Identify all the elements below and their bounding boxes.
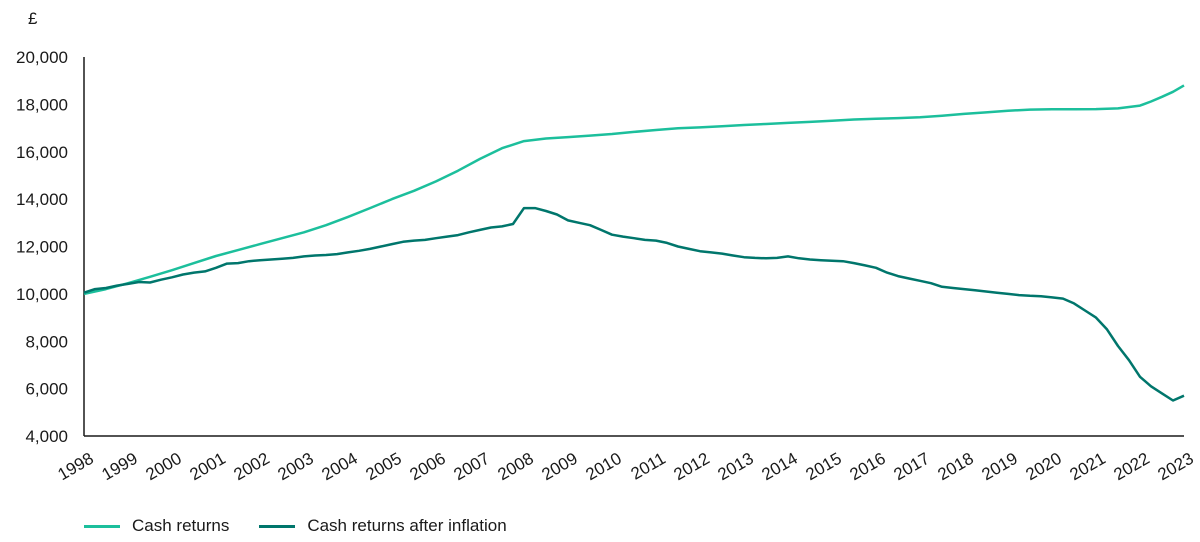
y-tick-label: 16,000 <box>16 143 68 162</box>
y-tick-label: 8,000 <box>25 332 68 351</box>
x-tick-label: 2004 <box>319 449 361 484</box>
x-tick-label: 2013 <box>715 449 757 484</box>
x-tick-label: 2005 <box>363 449 405 484</box>
legend-label: Cash returns <box>132 516 230 535</box>
x-tick-label: 2002 <box>231 449 273 484</box>
x-tick-label: 2018 <box>935 449 977 484</box>
x-tick-label: 1998 <box>55 449 97 484</box>
x-tick-label: 1999 <box>99 449 141 484</box>
y-tick-label: 18,000 <box>16 95 68 114</box>
x-tick-label: 2008 <box>495 449 537 484</box>
x-tick-label: 2019 <box>979 449 1021 484</box>
y-tick-label: 4,000 <box>25 427 68 446</box>
x-tick-label: 2001 <box>187 449 229 484</box>
series-line-1 <box>83 206 1185 402</box>
x-tick-label: 2000 <box>143 449 185 484</box>
y-tick-label: 14,000 <box>16 190 68 209</box>
x-tick-label: 2017 <box>891 449 933 484</box>
legend-item-cash-returns-after-inflation: Cash returns after inflation <box>259 516 507 536</box>
x-axis-ticks: 1998 1999 2000 2001 2002 2003 2004 2005 2006 2007… <box>55 449 1197 484</box>
x-tick-label: 2007 <box>451 449 493 484</box>
x-tick-label: 2010 <box>583 449 625 484</box>
x-tick-label: 2011 <box>628 449 669 484</box>
x-tick-label: 2021 <box>1067 449 1109 484</box>
y-tick-label: 12,000 <box>16 238 68 257</box>
x-tick-label: 2009 <box>539 449 581 484</box>
series-layer <box>83 84 1185 402</box>
legend-swatch <box>84 524 120 528</box>
y-axis-ticks: 4,000 6,000 8,000 10,000 12,000 14,000 16,000 1… <box>16 48 68 446</box>
x-tick-label: 2020 <box>1023 449 1065 484</box>
x-tick-label: 2015 <box>803 449 845 484</box>
y-tick-label: 20,000 <box>16 48 68 67</box>
legend-item-cash-returns: Cash returns <box>84 516 229 536</box>
x-tick-label: 2003 <box>275 449 317 484</box>
x-tick-label: 2006 <box>407 449 449 484</box>
legend-swatch <box>259 524 296 528</box>
y-axis-unit-label: £ <box>28 9 38 28</box>
legend: Cash returns Cash returns after inflatio… <box>84 516 537 536</box>
series-line-0 <box>83 84 1185 296</box>
x-tick-label: 2014 <box>759 449 801 484</box>
y-tick-label: 10,000 <box>16 285 68 304</box>
x-tick-label: 2016 <box>847 449 889 484</box>
x-tick-label: 2023 <box>1155 449 1197 484</box>
legend-label: Cash returns after inflation <box>307 516 507 535</box>
y-tick-label: 6,000 <box>25 380 68 399</box>
x-tick-label: 2012 <box>671 449 713 484</box>
x-tick-label: 2022 <box>1111 449 1153 484</box>
